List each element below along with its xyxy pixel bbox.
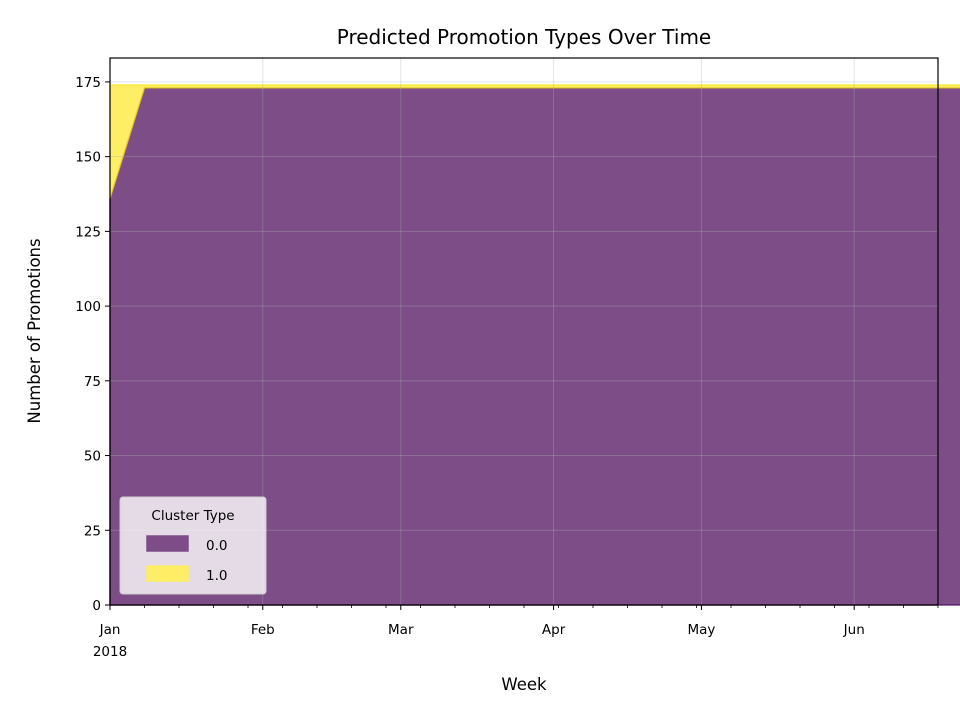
x-tick-label: Feb (251, 622, 275, 638)
y-tick-label: 25 (84, 523, 101, 539)
x-tick-label: May (687, 622, 715, 638)
legend-label-1: 1.0 (206, 568, 227, 584)
x-tick-label: Jan (99, 622, 121, 638)
chart-title: Predicted Promotion Types Over Time (337, 25, 711, 49)
x-tick-label: Mar (388, 622, 414, 638)
y-tick-label: 125 (75, 224, 101, 240)
y-tick-label: 75 (84, 374, 101, 390)
y-tick-label: 150 (75, 150, 101, 166)
y-tick-label: 100 (75, 299, 101, 315)
legend-swatch-1 (146, 565, 189, 582)
legend-title: Cluster Type (151, 508, 234, 524)
y-tick-label: 0 (92, 598, 101, 614)
legend: Cluster Type 0.0 1.0 (119, 496, 267, 595)
y-tick-label: 50 (84, 449, 101, 465)
x-axis-label: Week (501, 675, 547, 694)
x-tick-label: Apr (542, 622, 566, 638)
x-tick-label: Jun (843, 622, 865, 638)
area-series-1.0 (109, 84, 960, 199)
legend-label-0: 0.0 (206, 538, 227, 554)
legend-swatch-0 (146, 535, 189, 552)
y-axis-label: Number of Promotions (25, 238, 44, 423)
x-tick-sublabel: 2018 (93, 644, 127, 660)
y-tick-label: 175 (75, 75, 101, 91)
plot-area: 0 25 50 75 100 125 150 175 Jan 2018 Feb Mar Apr May Ju… (75, 57, 960, 660)
